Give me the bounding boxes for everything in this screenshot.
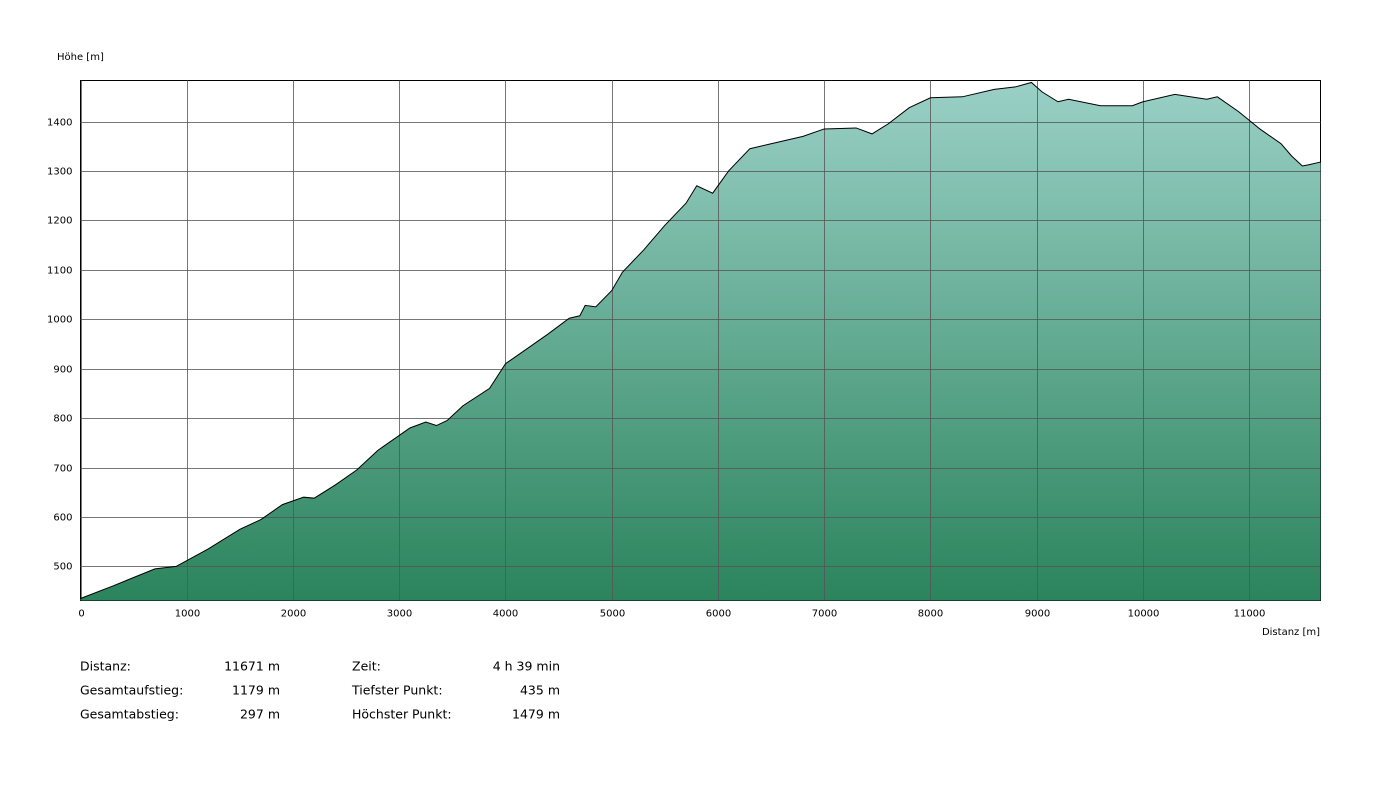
x-tick-label: 10000 <box>1128 609 1160 620</box>
x-tick-label: 0 <box>78 609 84 620</box>
y-tick-label: 1200 <box>47 216 72 227</box>
x-tick-label: 3000 <box>387 609 412 620</box>
stat-text: 4 h 39 min <box>493 659 560 674</box>
x-tick-label: 1000 <box>175 609 200 620</box>
y-tick-label: 1000 <box>47 315 72 326</box>
stat-text: Tiefster Punkt: <box>351 683 443 698</box>
y-tick-label: 900 <box>53 365 72 376</box>
x-tick-label: 2000 <box>281 609 306 620</box>
stat-text: Gesamtabstieg: <box>80 707 179 722</box>
x-tick-label: 8000 <box>918 609 943 620</box>
stat-text: 435 m <box>520 683 560 698</box>
y-axis-label: Höhe [m] <box>57 52 104 63</box>
y-tick-label: 1300 <box>47 167 72 178</box>
y-tick-label: 1400 <box>47 118 72 129</box>
elevation-line <box>80 81 1321 599</box>
x-tick-label: 11000 <box>1234 609 1266 620</box>
stat-text: 1179 m <box>232 683 280 698</box>
y-tick-label: 600 <box>53 513 72 524</box>
x-tick-label: 4000 <box>493 609 518 620</box>
stat-text: Zeit: <box>352 659 381 674</box>
x-axis-label: Distanz [m] <box>1262 627 1320 638</box>
stat-text: 297 m <box>240 707 280 722</box>
x-tick-label: 6000 <box>706 609 731 620</box>
x-tick-label: 5000 <box>600 609 625 620</box>
y-tick-label: 800 <box>53 414 72 425</box>
stat-text: 11671 m <box>224 659 280 674</box>
x-tick-label: 7000 <box>812 609 837 620</box>
stat-text: Höchster Punkt: <box>352 707 452 722</box>
area-fill <box>80 82 1321 601</box>
stat-text: Gesamtaufstieg: <box>80 683 183 698</box>
y-tick-label: 700 <box>53 464 72 475</box>
y-tick-label: 500 <box>53 562 72 573</box>
stat-text: 1479 m <box>512 707 560 722</box>
y-tick-label: 1100 <box>47 266 72 277</box>
stat-text: Distanz: <box>80 659 131 674</box>
x-tick-label: 9000 <box>1025 609 1050 620</box>
